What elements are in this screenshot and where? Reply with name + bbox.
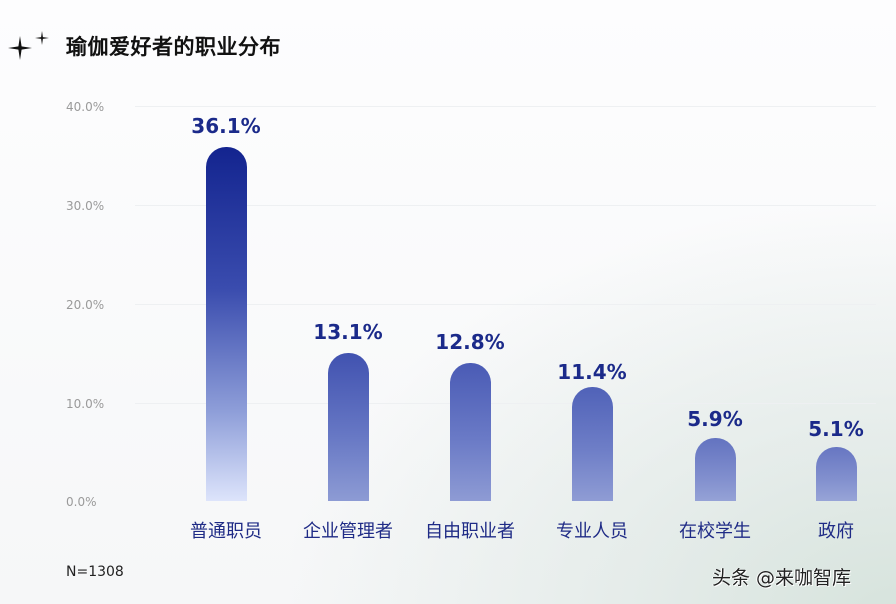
bar-group: 5.9% xyxy=(655,403,775,501)
bar xyxy=(450,363,491,501)
x-category-label: 普通职员 xyxy=(190,521,262,542)
y-tick-label: 40.0% xyxy=(66,100,105,114)
y-tick-label: 30.0% xyxy=(66,199,105,213)
bar-group: 13.1% xyxy=(288,316,408,501)
bar xyxy=(816,447,857,501)
y-tick-label: 0.0% xyxy=(66,495,97,509)
bar-value-label: 5.9% xyxy=(687,407,743,431)
bar-value-label: 36.1% xyxy=(191,114,261,138)
bar-group: 36.1% xyxy=(166,110,286,501)
bar-value-label: 13.1% xyxy=(313,320,383,344)
sample-size-note: N=1308 xyxy=(66,564,124,580)
gridline xyxy=(135,304,876,305)
y-tick-label: 20.0% xyxy=(66,298,105,312)
x-category-label: 自由职业者 xyxy=(425,521,515,542)
bar-value-label: 5.1% xyxy=(808,417,864,441)
x-category-label: 企业管理者 xyxy=(303,521,393,542)
bar-value-label: 12.8% xyxy=(435,330,505,354)
chart-header: 瑜伽爱好者的职业分布 xyxy=(6,28,281,64)
bar-group: 5.1% xyxy=(776,413,896,501)
y-tick-label: 10.0% xyxy=(66,397,105,411)
watermark: 头条 @来咖智库 xyxy=(712,567,852,589)
x-category-label: 在校学生 xyxy=(679,521,751,542)
bar-group: 12.8% xyxy=(410,326,530,501)
gridline xyxy=(135,106,876,107)
sparkle-icon xyxy=(8,31,49,60)
bar-group: 11.4% xyxy=(532,356,652,501)
chart-title: 瑜伽爱好者的职业分布 xyxy=(66,35,281,59)
x-category-label: 政府 xyxy=(818,521,854,542)
bar xyxy=(572,387,613,501)
x-category-label: 专业人员 xyxy=(556,521,628,542)
gridline xyxy=(135,205,876,206)
bar xyxy=(695,438,736,501)
bar xyxy=(328,353,369,501)
gridline xyxy=(135,403,876,404)
bar xyxy=(206,147,247,501)
bar-value-label: 11.4% xyxy=(557,360,627,384)
